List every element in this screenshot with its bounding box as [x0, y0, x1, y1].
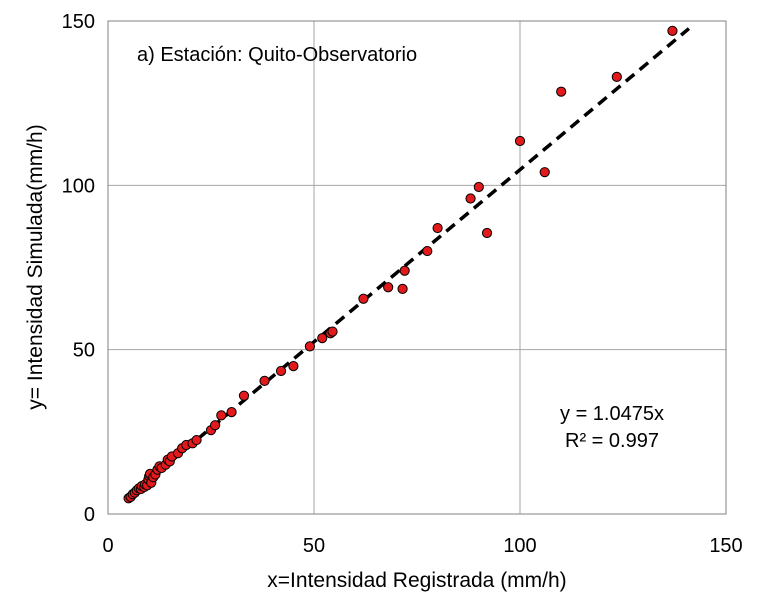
data-point-54: [667, 25, 678, 36]
chart-title: a) Estación: Quito-Observatorio: [137, 44, 417, 66]
data-point-38: [317, 333, 328, 344]
data-point-33: [238, 390, 250, 401]
data-point-31: [216, 410, 227, 421]
plot-frame: [107, 20, 727, 515]
trendline: [127, 27, 691, 499]
data-point-51: [539, 167, 550, 178]
data-point-36: [288, 361, 299, 372]
data-point-41: [358, 293, 369, 304]
data-point-47: [465, 193, 476, 204]
data-point-53: [611, 71, 622, 82]
y-tick-label-3: 150: [62, 11, 95, 33]
data-points: [123, 25, 678, 504]
data-point-32: [226, 407, 237, 418]
data-point-30: [210, 420, 221, 431]
tick-labels: 0 50 100 150 0 50 100 150: [62, 11, 743, 557]
data-point-28: [191, 434, 202, 446]
x-tick-label-2: 100: [503, 535, 536, 557]
data-point-49: [481, 227, 493, 239]
equation-label: y = 1.0475x: [560, 403, 664, 425]
data-point-50: [514, 135, 526, 147]
y-tick-label-0: 0: [84, 504, 95, 526]
data-point-44: [399, 265, 410, 276]
y-tick-label-2: 100: [62, 175, 95, 197]
r-squared-label: R² = 0.997: [565, 430, 659, 452]
x-axis-title: x=Intensidad Registrada (mm/h): [267, 569, 566, 592]
data-point-34: [259, 375, 270, 386]
y-tick-label-1: 50: [73, 340, 95, 362]
data-point-46: [432, 222, 443, 234]
data-point-43: [397, 283, 408, 294]
data-point-42: [383, 282, 394, 293]
x-tick-label-0: 0: [102, 535, 113, 557]
data-point-40: [327, 326, 338, 337]
x-tick-label-3: 150: [709, 535, 742, 557]
data-point-35: [275, 365, 287, 377]
data-point-52: [556, 86, 567, 97]
data-point-45: [422, 245, 433, 257]
y-axis-title: y= Intensidad Simulada(mm/h): [24, 124, 47, 409]
data-point-48: [473, 181, 484, 193]
data-point-37: [304, 341, 315, 352]
x-tick-label-1: 50: [303, 535, 325, 557]
